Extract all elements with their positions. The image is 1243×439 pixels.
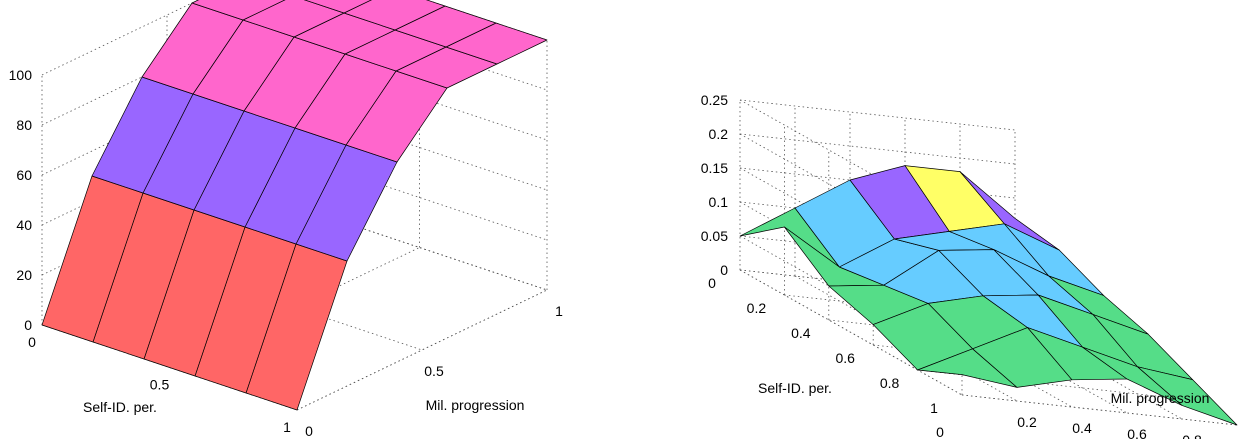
- z-tick-label: 60: [16, 167, 32, 183]
- y-tick-label: 1: [930, 400, 938, 416]
- z-tick-label: 0.05: [701, 228, 728, 244]
- surface-facet: [191, 0, 286, 21]
- z-tick-label: 0.15: [701, 160, 728, 176]
- z-tick-label: 0: [24, 317, 32, 333]
- z-tick-label: 0: [720, 262, 728, 278]
- tick-labels: 0 0.05 0.1 0.15 0.2 0.25 0.2 0.4 0.6 0.8 1 0 0.2 0.4 0…: [701, 92, 1202, 439]
- z-tick-label: 100: [9, 67, 33, 83]
- surface-facet: [1137, 366, 1238, 426]
- surface-facet: [303, 0, 372, 14]
- x-tick-label: 0: [936, 424, 944, 439]
- z-tick-label: 0.1: [709, 194, 729, 210]
- x-tick-label: 0.8: [1182, 432, 1202, 439]
- surface: [41, 0, 548, 411]
- y-tick-label: 0: [708, 275, 716, 291]
- y-tick-label: 0.8: [880, 375, 900, 391]
- grid-line: [296, 289, 548, 411]
- x-tick-label: 0: [305, 423, 313, 439]
- x-tick-label: 0.4: [1072, 420, 1092, 436]
- y-tick-label: 0: [28, 334, 36, 350]
- surface: [739, 165, 1238, 426]
- z-tick-label: 20: [16, 267, 32, 283]
- grid-line: [739, 133, 1016, 165]
- y-axis-label: Self-ID. per.: [83, 399, 157, 415]
- x-axis-label: Mil. progression: [1111, 390, 1210, 406]
- grid-line: [41, 4, 293, 126]
- grid-line: [961, 394, 1238, 426]
- y-tick-label: 1: [283, 419, 291, 435]
- z-tick-label: 40: [16, 217, 32, 233]
- surface-facet: [343, 0, 446, 31]
- y-axis-label: Self-ID. per.: [758, 380, 832, 396]
- z-tick-label: 0.25: [701, 92, 728, 108]
- z-tick-label: 80: [16, 117, 32, 133]
- x-tick-label: 0.2: [1017, 414, 1037, 430]
- y-tick-label: 0.4: [791, 325, 811, 341]
- y-tick-label: 0.2: [747, 300, 767, 316]
- grid-line: [739, 99, 1016, 131]
- surface-plot-right: 0 0.05 0.1 0.15 0.2 0.25 0.2 0.4 0.6 0.8 1 0 0.2 0.4 0…: [701, 92, 1238, 439]
- z-tick-label: 0.2: [709, 126, 729, 142]
- y-tick-label: 0.5: [150, 377, 170, 393]
- x-tick-label: 0.5: [424, 363, 444, 379]
- grid-line: [739, 269, 963, 396]
- grid-line: [41, 0, 200, 76]
- y-tick-label: 0.6: [835, 350, 855, 366]
- x-tick-label: 1: [555, 303, 563, 319]
- grid-line: [41, 54, 293, 176]
- x-tick-label: 0.6: [1127, 426, 1147, 439]
- x-axis-label: Mil. progression: [426, 397, 525, 413]
